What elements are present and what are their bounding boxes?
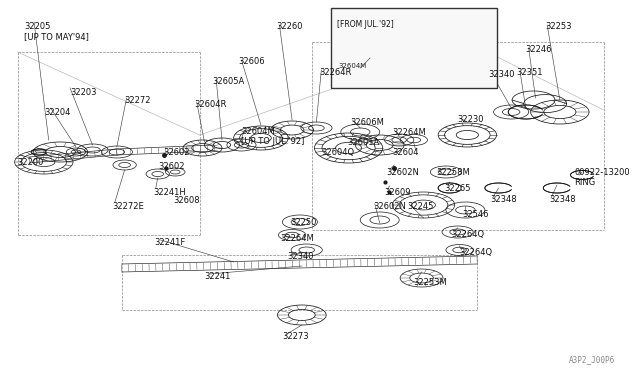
Text: 32604: 32604 [392,148,419,157]
Text: 32241H: 32241H [153,188,186,197]
Bar [331,8,497,88]
Text: 32602: 32602 [164,148,190,157]
Text: 32602N: 32602N [387,168,419,177]
Text: 32260: 32260 [276,22,303,31]
Text: [FROM JUL.'92]: [FROM JUL.'92] [337,20,394,29]
Text: 32273: 32273 [282,332,309,341]
Text: 32264M: 32264M [280,234,314,243]
Text: 32605A: 32605A [212,77,244,86]
Text: 32200: 32200 [17,158,44,167]
Text: 32604M: 32604M [339,63,367,69]
Text: 32272E: 32272E [112,202,144,211]
Text: 32258M: 32258M [436,168,470,177]
Text: 32265: 32265 [444,184,470,193]
Text: 32253: 32253 [545,22,572,31]
Text: 32264M: 32264M [392,128,426,137]
Text: 32264R: 32264R [319,68,352,77]
Text: 32205
[UP TO MAY'94]: 32205 [UP TO MAY'94] [24,22,89,41]
Text: 32230: 32230 [458,115,484,124]
Text: 32351: 32351 [516,68,543,77]
Text: 32203: 32203 [70,88,97,97]
Text: 32250: 32250 [290,218,317,227]
Text: 32264Q: 32264Q [460,248,493,257]
Text: 32272: 32272 [125,96,151,105]
Text: 32606: 32606 [239,57,265,66]
Text: 32602N: 32602N [373,202,406,211]
Text: 32245: 32245 [407,202,433,211]
Text: 32253M: 32253M [414,278,447,287]
Text: 32606M: 32606M [351,118,385,127]
Text: 32604M
[UP TO JUL.'92]: 32604M [UP TO JUL.'92] [241,127,305,147]
Text: 32241F: 32241F [154,238,185,247]
Text: 32246: 32246 [526,45,552,54]
Text: 32264Q: 32264Q [452,230,485,239]
Text: 32340: 32340 [287,252,314,261]
Text: 32604R: 32604R [195,100,227,109]
Text: 32348: 32348 [549,195,576,204]
Text: 00922-13200
RING: 00922-13200 RING [575,168,630,187]
Text: 32348: 32348 [491,195,517,204]
Text: 32604Q: 32604Q [321,148,355,157]
Text: 32602: 32602 [159,162,185,171]
Text: 32241: 32241 [204,272,231,281]
Text: A3P2_J00P6: A3P2_J00P6 [569,355,615,364]
Text: 32601A: 32601A [348,138,380,147]
Text: 32609: 32609 [385,188,411,197]
Text: 32608: 32608 [173,196,200,205]
Text: 32546: 32546 [463,210,489,219]
Text: 32340: 32340 [489,70,515,79]
Text: 32204: 32204 [44,108,70,117]
